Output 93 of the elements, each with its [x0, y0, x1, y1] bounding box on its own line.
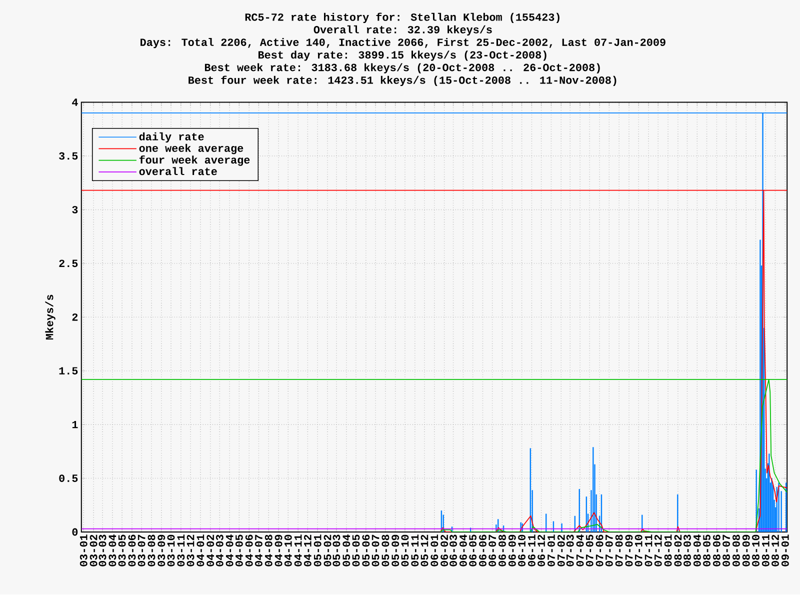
x-tick-label: 06-05: [469, 535, 477, 567]
x-tick-label: 05-03: [332, 534, 340, 567]
y-tick-label: 3: [72, 206, 78, 214]
x-tick-label: 05-04: [342, 534, 350, 567]
x-tick-label: 04-01: [196, 534, 204, 567]
x-tick-label: 03-05: [118, 535, 126, 567]
x-tick-label: 06-04: [460, 534, 467, 567]
x-tick-label: 07-01: [548, 534, 555, 567]
x-tick-label: 08-12: [772, 535, 779, 567]
x-tick-label: 06-06: [479, 535, 486, 567]
x-tick-label: 06-01: [430, 534, 438, 567]
x-tick-label: 03-08: [148, 535, 156, 567]
x-tick-label: 04-02: [206, 535, 214, 567]
x-tick-label: 08-10: [752, 535, 760, 567]
x-tick-label: 05-09: [392, 535, 400, 567]
x-tick-label: 08-08: [732, 535, 740, 567]
y-tick-label: 2: [72, 314, 78, 321]
x-tick-label: 04-03: [216, 534, 224, 567]
text: Best day rate: 3899.15 kkeys/s (23-Oct-2008): [258, 50, 546, 61]
x-tick-label: 08-03: [684, 534, 691, 567]
x-tick-label: 08-05: [703, 535, 710, 567]
y-axis-title: Mkeys/s: [45, 295, 56, 340]
x-tick-label: 07-03: [566, 534, 574, 567]
y-tick-label: 0.5: [59, 474, 78, 482]
x-tick-label: 04-12: [304, 535, 312, 567]
x-tick-label: 03-02: [90, 535, 98, 567]
x-tick-label: 03-03: [98, 534, 106, 567]
x-tick-label: 03-12: [186, 535, 194, 567]
y-tick-label: 3.5: [59, 152, 78, 160]
x-tick-label: 05-11: [411, 534, 419, 567]
chart-subtitle: Overall rate: 32.39 kkeys/s: [314, 26, 492, 36]
x-tick-label: 08-01: [664, 534, 672, 567]
x-tick-label: 08-04: [693, 534, 701, 567]
x-tick-label: 06-07: [488, 535, 496, 567]
y-tick-label: 2.5: [59, 260, 78, 268]
x-tick-label: 03-09: [158, 535, 166, 567]
x-tick-label: 07-06: [596, 535, 604, 567]
x-tick-label: 07-05: [586, 535, 594, 567]
legend-label: four week average: [139, 156, 250, 166]
x-tick-label: 04-08: [264, 535, 272, 567]
text: Best four week rate: 1423.51 kkeys/s (15-Oct-2008 .. 11-Nov-2008): [188, 76, 616, 86]
x-tick-label: 03-06: [128, 535, 136, 567]
x-tick-label: 05-12: [420, 535, 428, 567]
text: Best week rate: 3183.68 kkeys/s (20-Oct-2008 .. 26-Oct-2008): [204, 63, 600, 74]
x-tick-label: 07-09: [625, 535, 633, 567]
x-tick-label: 06-09: [508, 535, 516, 567]
x-tick-label: 07-02: [557, 535, 565, 567]
x-tick-label: 03-07: [138, 535, 146, 567]
x-tick-label: 06-10: [518, 535, 526, 567]
legend-label: one week average: [139, 144, 244, 154]
x-tick-label: 04-10: [284, 535, 292, 567]
legend-label: daily rate: [139, 132, 204, 143]
x-tick-label: 04-04: [226, 534, 234, 567]
x-tick-label: 06-03: [450, 534, 458, 567]
x-tick-label: 05-08: [382, 535, 390, 567]
x-tick-label: 09-01: [781, 534, 789, 567]
x-tick-label: 07-10: [634, 535, 642, 567]
x-tick-label: 06-08: [498, 535, 506, 567]
x-tick-label: 05-07: [372, 535, 380, 567]
x-tick-label: 04-07: [254, 535, 262, 567]
x-tick-label: 07-07: [605, 535, 613, 567]
x-tick-label: 07-04: [576, 534, 584, 567]
y-tick-label: 1.5: [59, 367, 78, 375]
y-tick-label: 4: [72, 98, 78, 106]
x-tick-label: 08-07: [722, 535, 730, 567]
x-tick-label: 06-11: [528, 534, 536, 567]
x-tick-label: 05-02: [324, 535, 332, 567]
x-tick-label: 08-02: [674, 535, 682, 567]
x-tick-label: 05-05: [352, 535, 360, 567]
x-tick-label: 03-11: [177, 534, 185, 567]
text: Days: Total 2206, Active 140, Inactive 2066, First 25-Dec-2002, Last 07-Jan-2009: [140, 38, 666, 48]
x-tick-label: 06-02: [440, 535, 448, 567]
x-tick-label: 04-11: [294, 534, 302, 567]
x-tick-label: 08-11: [762, 534, 770, 567]
y-tick-label: 0: [72, 528, 78, 536]
x-tick-label: 06-12: [538, 535, 546, 567]
x-tick-label: 07-08: [615, 535, 623, 567]
x-tick-label: 04-09: [274, 535, 282, 567]
x-tick-label: 08-06: [712, 535, 720, 567]
x-tick-label: 03-10: [167, 535, 175, 567]
x-tick-label: 08-09: [742, 535, 750, 567]
x-tick-label: 05-10: [401, 535, 409, 567]
x-tick-label: 03-01: [80, 534, 88, 567]
x-tick-label: 05-06: [362, 535, 370, 567]
y-tick-label: 1: [72, 421, 78, 428]
legend-label: overall rate: [139, 167, 217, 176]
x-tick-label: 07-11: [644, 534, 652, 567]
x-tick-label: 03-04: [108, 534, 116, 567]
chart-title: RC5-72 rate history for: Stellan Klebom (155423): [245, 12, 560, 24]
x-tick-label: 05-01: [314, 534, 322, 567]
x-tick-label: 07-12: [654, 535, 662, 567]
x-tick-label: 04-05: [235, 535, 243, 567]
x-tick-label: 04-06: [245, 535, 253, 567]
